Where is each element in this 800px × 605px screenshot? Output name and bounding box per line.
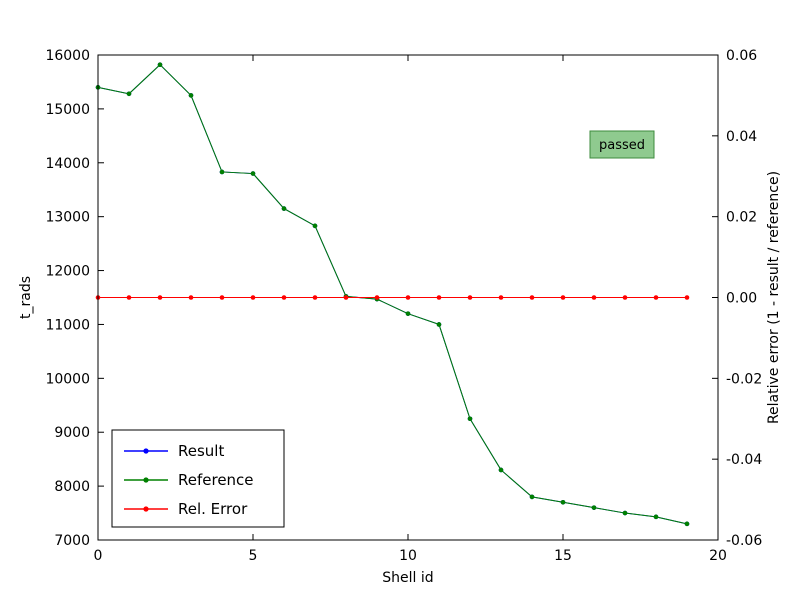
series-point-reference: [126, 91, 132, 97]
legend: Result Reference Rel. Error: [111, 429, 285, 528]
y-right-tick-label: 0.02: [726, 210, 757, 226]
y-left-tick-label: 8000: [54, 479, 90, 495]
legend-label-reference: Reference: [178, 471, 254, 489]
series-point-rel-error: [467, 295, 473, 300]
y-right-tick-label: -0.04: [726, 452, 762, 468]
series-point-reference: [684, 521, 690, 527]
axis-ticks: 0 5 10 15 20 7000 8000 9000 10000 11000 12000 13000…: [45, 48, 762, 564]
series-point-rel-error: [250, 295, 256, 300]
y-left-tick-label: 13000: [45, 210, 90, 226]
legend-label-rel-error: Rel. Error: [178, 500, 248, 518]
legend-marker-rel-error: [143, 506, 149, 512]
legend-entry-result: Result: [124, 442, 224, 460]
series-point-reference: [467, 416, 473, 422]
status-badge-box: [589, 130, 655, 159]
x-tick-label: 10: [399, 548, 417, 564]
series-point-rel-error: [560, 295, 566, 300]
y-left-tick-label: 16000: [45, 48, 90, 64]
series-point-reference: [653, 514, 659, 520]
series-point-rel-error: [436, 295, 442, 300]
series-point-rel-error: [653, 295, 659, 300]
series-point-rel-error: [591, 295, 597, 300]
series-point-reference: [188, 93, 194, 98]
series-point-reference: [312, 223, 318, 229]
y-left-tick-label: 14000: [45, 156, 90, 172]
y-right-tick-label: 0.00: [726, 291, 757, 307]
series-point-reference: [560, 499, 566, 505]
y-left-tick-label: 15000: [45, 102, 90, 118]
legend-box: [111, 429, 285, 528]
x-tick-label: 5: [249, 548, 258, 564]
legend-marker-reference: [143, 477, 149, 483]
series-point-rel-error: [684, 295, 690, 300]
series-point-rel-error: [126, 295, 132, 300]
series-point-rel-error: [405, 295, 411, 300]
series-point-reference: [591, 505, 597, 510]
series-point-rel-error: [219, 295, 225, 300]
status-badge-label: passed: [599, 138, 645, 153]
plot-series: [95, 62, 690, 527]
series-point-reference: [622, 510, 628, 516]
series-point-rel-error: [374, 295, 380, 300]
x-tick-label: 0: [94, 548, 103, 564]
series-point-reference: [529, 494, 535, 500]
series-point-reference: [219, 169, 225, 175]
left-y-axis-label: t_rads: [18, 276, 34, 319]
series-point-reference: [157, 62, 163, 67]
y-right-tick-label: -0.02: [726, 371, 762, 387]
y-left-tick-label: 12000: [45, 264, 90, 280]
y-left-tick-label: 7000: [54, 533, 90, 549]
x-tick-label: 15: [554, 548, 572, 564]
plot-frame: [97, 54, 719, 541]
series-point-reference: [405, 311, 411, 316]
series-point-reference: [250, 171, 256, 176]
series-point-rel-error: [281, 295, 287, 300]
x-tick-label: 20: [709, 548, 727, 564]
y-right-tick-label: 0.04: [726, 129, 757, 145]
series-point-reference: [281, 206, 287, 211]
series-point-rel-error: [529, 295, 535, 300]
series-point-rel-error: [622, 295, 628, 300]
status-badge: passed: [589, 130, 655, 159]
series-point-rel-error: [157, 295, 163, 300]
y-right-tick-label: 0.06: [726, 48, 757, 64]
y-left-tick-label: 11000: [45, 317, 90, 333]
legend-marker-result: [143, 448, 149, 454]
x-axis-label: Shell id: [382, 570, 433, 586]
series-point-rel-error: [312, 295, 318, 300]
y-left-tick-label: 10000: [45, 371, 90, 387]
right-y-axis-label: Relative error (1 - result / reference): [766, 171, 782, 424]
y-right-tick-label: -0.06: [726, 533, 762, 549]
series-line-reference: [97, 64, 688, 525]
legend-entry-rel-error: Rel. Error: [124, 500, 248, 518]
series-point-reference: [436, 322, 442, 327]
y-left-tick-label: 9000: [54, 425, 90, 441]
series-point-rel-error: [343, 295, 349, 300]
series-point-rel-error: [188, 295, 194, 300]
legend-entry-reference: Reference: [124, 471, 254, 489]
legend-label-result: Result: [178, 442, 224, 460]
series-point-reference: [498, 467, 504, 473]
series-point-rel-error: [498, 295, 504, 300]
